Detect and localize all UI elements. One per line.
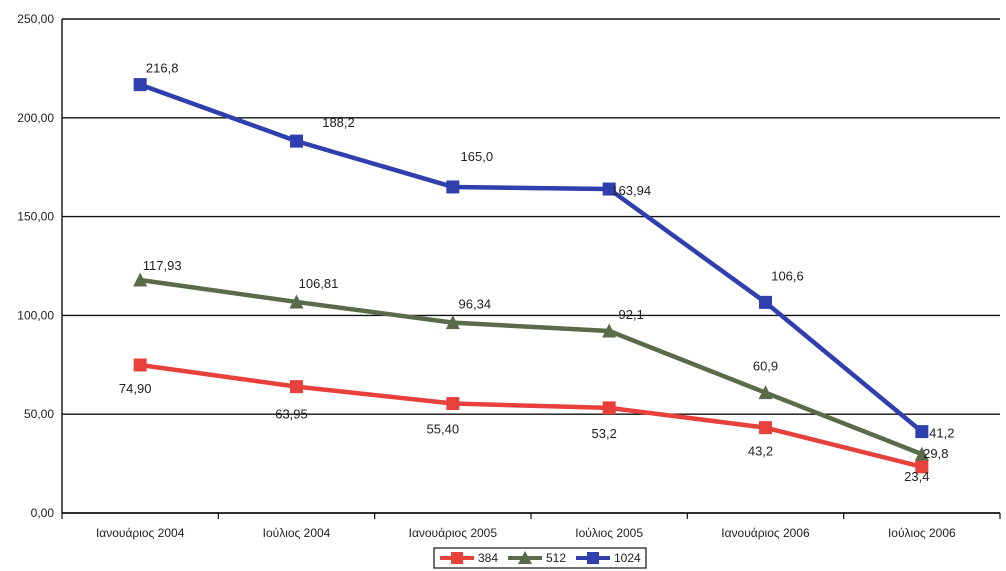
series-384-data-label: 63,95 bbox=[275, 407, 308, 422]
series-1024-point bbox=[602, 182, 616, 196]
series-1024-point bbox=[446, 180, 460, 194]
series-384-point bbox=[290, 380, 303, 394]
series-384-point bbox=[133, 358, 147, 372]
series-512-line bbox=[139, 277, 923, 457]
grid bbox=[61, 18, 1000, 514]
series-1024-data-label: 163,94 bbox=[611, 183, 651, 198]
legend-label: 512 bbox=[546, 551, 566, 565]
series-384-point bbox=[915, 460, 929, 474]
series-512-data-label: 29,8 bbox=[923, 446, 948, 461]
x-tick-label: Ιούλιος 2006 bbox=[888, 526, 956, 540]
x-tick-label: Ιούλιος 2004 bbox=[263, 526, 331, 540]
x-axis-ticks: Ιανουάριος 2004 Ιούλιος 2004 Ιανουάριος 20… bbox=[61, 513, 1001, 540]
legend-label: 384 bbox=[478, 551, 498, 565]
y-tick-label: 100,00 bbox=[17, 308, 54, 322]
series-384-point bbox=[602, 401, 616, 415]
legend-label: 1024 bbox=[614, 551, 641, 565]
series-384-data-label: 74,90 bbox=[119, 381, 152, 396]
legend-marker bbox=[518, 551, 532, 564]
series-1024-point bbox=[915, 425, 929, 439]
x-tick-label: Ιανουάριος 2006 bbox=[721, 526, 810, 540]
series-512-data-label: 106,81 bbox=[299, 276, 339, 291]
x-tick-label: Ιανουάριος 2004 bbox=[96, 526, 185, 540]
y-tick-label: 0,00 bbox=[31, 506, 55, 520]
series-512-data-label: 60,9 bbox=[753, 359, 778, 374]
series-512-point bbox=[289, 294, 304, 309]
series-384-data-label: 53,2 bbox=[592, 426, 617, 441]
series-512-data-label: 117,93 bbox=[143, 258, 182, 273]
series-1024-data-label: 106,6 bbox=[771, 268, 804, 283]
series-384-data-label: 55,40 bbox=[427, 422, 460, 437]
x-tick-label: Ιανουάριος 2005 bbox=[409, 526, 498, 540]
series-1024-point bbox=[290, 134, 303, 148]
series-384-data-label: 23,4 bbox=[904, 469, 929, 484]
y-axis-ticks: 0,00 50,00 100,00 150,00 200,00 250,00 bbox=[17, 12, 54, 520]
series-384-point bbox=[759, 421, 772, 435]
series-512-data-label: 96,34 bbox=[459, 297, 492, 312]
y-tick-label: 200,00 bbox=[17, 111, 54, 125]
data-labels: 74,90 63,95 55,40 53,2 43,2 23,4 117,93 106,81 9… bbox=[119, 61, 955, 484]
series-512-point bbox=[758, 385, 773, 400]
y-tick-label: 50,00 bbox=[24, 407, 54, 421]
series-1024-data-label: 165,0 bbox=[461, 149, 494, 164]
series-384-point bbox=[446, 397, 460, 411]
series-512-point bbox=[914, 446, 929, 461]
series-1024-data-label: 41,2 bbox=[929, 426, 954, 441]
legend: 384 512 1024 bbox=[433, 547, 647, 569]
series-1024-line bbox=[139, 82, 924, 434]
series-512-data-label: 92,1 bbox=[619, 307, 644, 322]
series-384-line bbox=[139, 362, 923, 469]
series-1024-data-label: 216,8 bbox=[146, 61, 179, 76]
series-1024-data-label: 188,2 bbox=[322, 115, 355, 130]
y-tick-label: 150,00 bbox=[17, 210, 54, 224]
series-1024-point bbox=[133, 78, 147, 92]
series-1024-point bbox=[759, 295, 772, 309]
legend-marker bbox=[587, 552, 599, 564]
x-tick-label: Ιούλιος 2005 bbox=[575, 526, 643, 540]
series-512-point bbox=[602, 323, 617, 338]
y-tick-label: 250,00 bbox=[17, 12, 54, 26]
series-group bbox=[133, 78, 929, 474]
series-384-data-label: 43,2 bbox=[748, 444, 773, 459]
legend-marker bbox=[451, 552, 463, 564]
series-512-point bbox=[133, 272, 148, 287]
series-512-point bbox=[445, 315, 460, 330]
